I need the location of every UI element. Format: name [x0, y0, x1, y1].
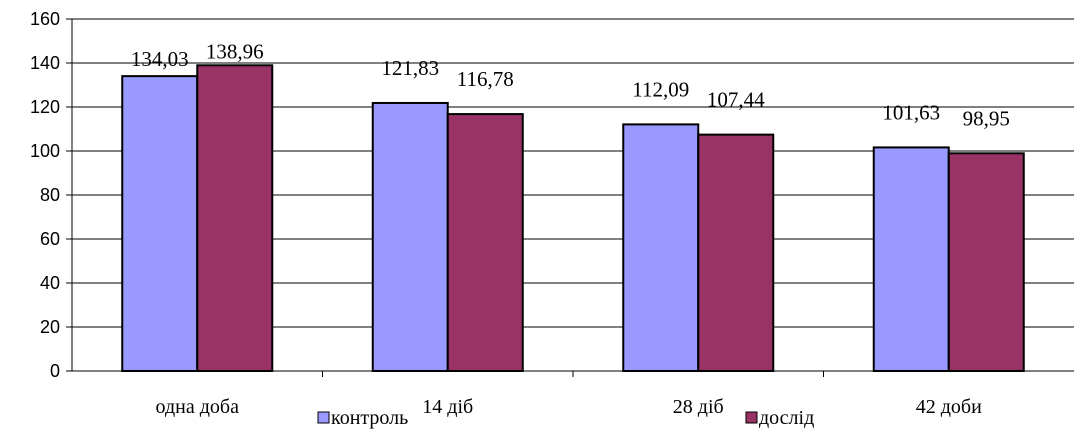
y-tick-label: 40 — [40, 273, 60, 293]
y-tick-label: 100 — [30, 141, 60, 161]
axes — [71, 19, 1074, 377]
bars — [121, 64, 1025, 373]
data-labels: 134,03 138,96 121,83 116,78 112,09 107,44 101,… — [131, 39, 1010, 130]
data-label: 138,96 — [206, 39, 264, 63]
legend-swatch — [317, 411, 330, 424]
bar-control — [121, 75, 199, 372]
y-tick-label: 20 — [40, 317, 60, 337]
x-axis-categories: одна доба 14 діб 28 діб 42 доби — [156, 396, 983, 418]
data-label: 101,63 — [882, 100, 940, 124]
x-category-label: одна доба — [156, 396, 240, 418]
data-label: 116,78 — [457, 67, 514, 91]
data-label: 134,03 — [131, 47, 189, 71]
legend-swatch — [745, 411, 758, 424]
bar-experiment — [196, 64, 274, 373]
y-tick-label: 120 — [30, 97, 60, 117]
bar-control — [371, 101, 449, 372]
x-category-label: 14 діб — [422, 396, 473, 418]
legend: контроль дослід — [317, 407, 814, 429]
legend-label: дослід — [759, 407, 814, 429]
x-category-label: 28 діб — [673, 396, 724, 418]
y-tick-label: 140 — [30, 53, 60, 73]
bar-experiment — [446, 113, 524, 372]
y-tick-label: 160 — [30, 9, 60, 29]
bar-control — [872, 146, 950, 372]
y-axis-ticks: 0 20 40 60 80 100 120 140 160 — [30, 9, 72, 381]
y-tick-label: 80 — [40, 185, 60, 205]
data-label: 121,83 — [381, 56, 439, 80]
bar-experiment — [697, 133, 775, 372]
bar-experiment — [947, 152, 1025, 372]
y-tick-label: 0 — [50, 361, 60, 381]
data-label: 98,95 — [963, 106, 1010, 130]
data-label: 107,44 — [707, 88, 765, 112]
bar-control — [622, 123, 700, 373]
legend-label: контроль — [331, 407, 408, 429]
data-label: 112,09 — [632, 77, 689, 101]
x-category-label: 42 доби — [916, 396, 982, 418]
y-tick-label: 60 — [40, 229, 60, 249]
